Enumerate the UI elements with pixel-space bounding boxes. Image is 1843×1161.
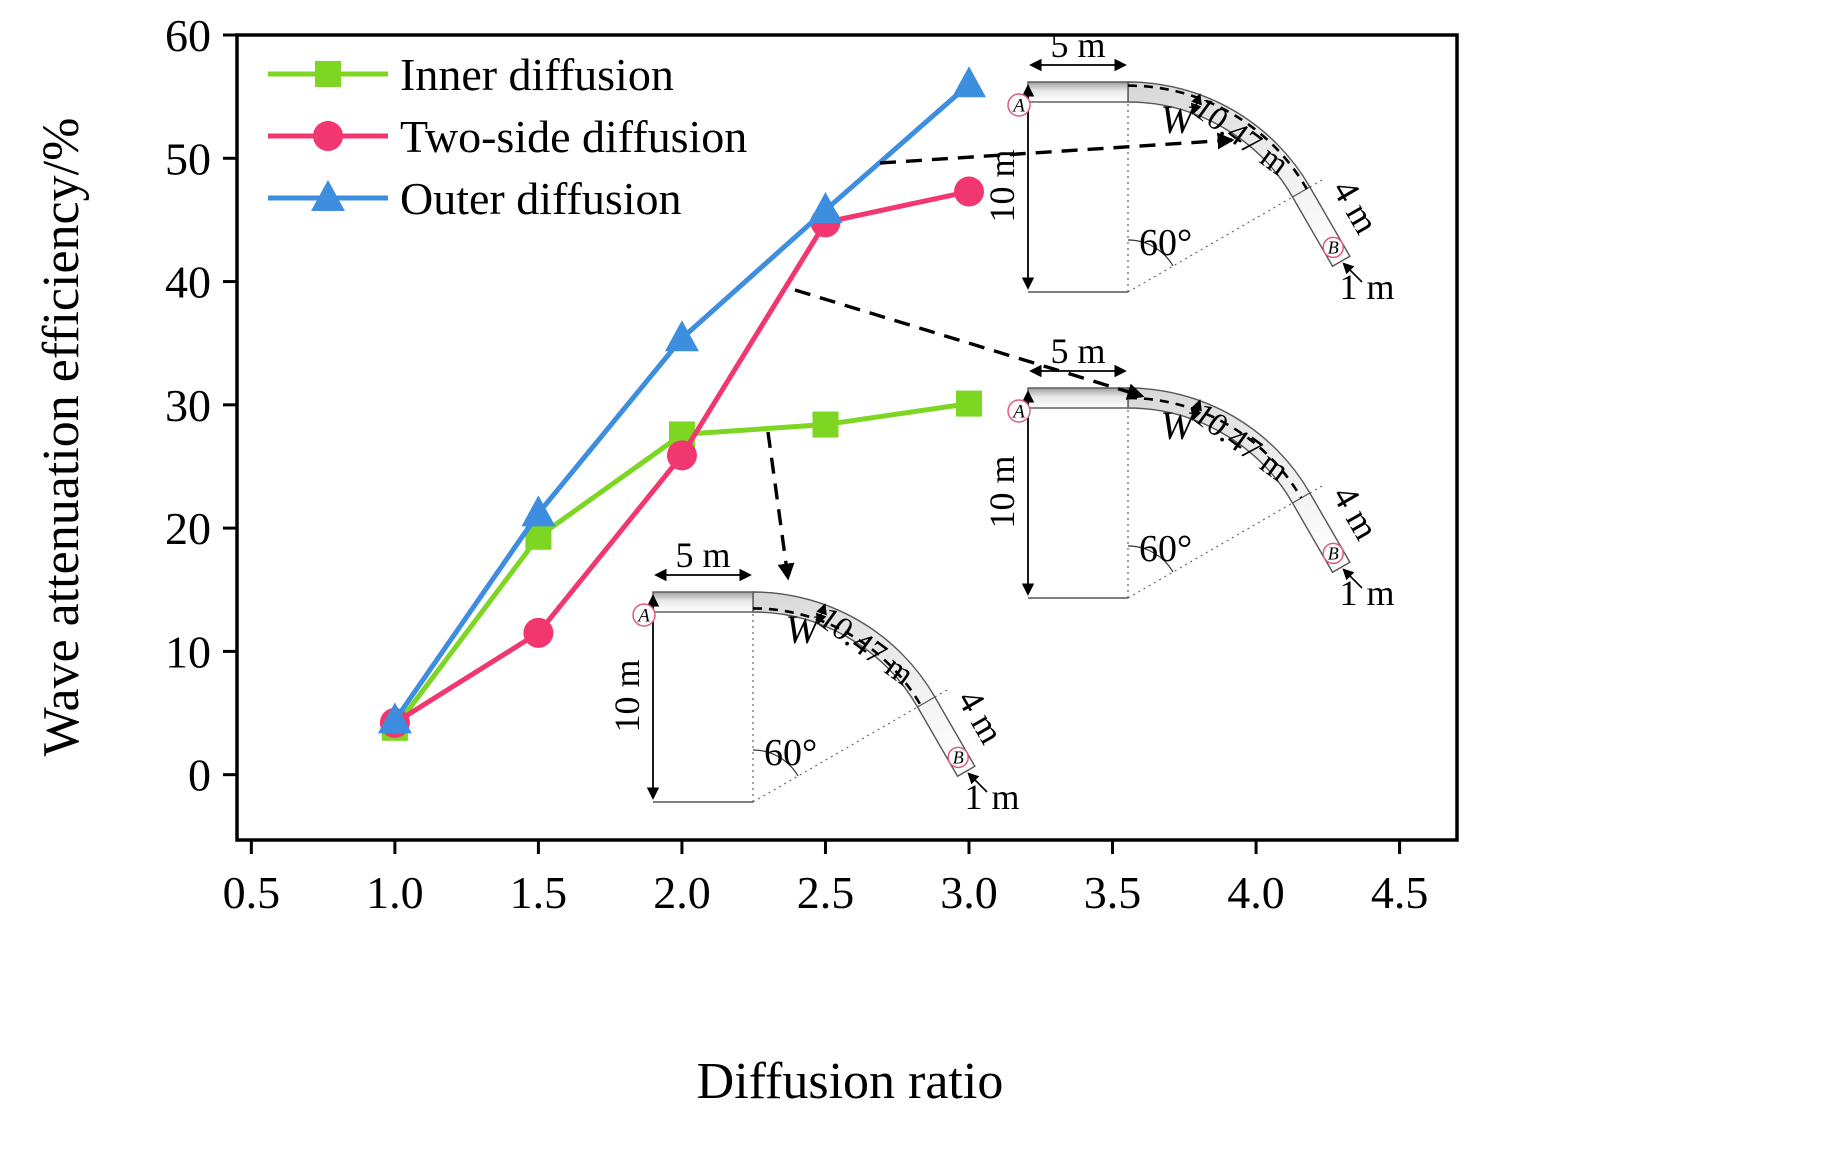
x-tick-label: 1.0: [366, 867, 424, 918]
triangle-marker: [521, 495, 556, 527]
breakwater-bar: [652, 591, 754, 613]
triangle-marker: [664, 320, 699, 352]
x-tick-label: 3.5: [1084, 867, 1142, 918]
legend-triangle-marker: [311, 180, 345, 211]
triangle-marker: [952, 66, 986, 98]
end-width-leader: [1342, 568, 1363, 589]
height-label: 10 m: [982, 149, 1022, 222]
point-a-circle: [1007, 93, 1031, 117]
breakwater-bar: [1027, 387, 1129, 409]
annotation-arrow-2: [794, 288, 1145, 400]
end-width-leader: [967, 772, 988, 793]
band-width-label: W: [1160, 403, 1197, 448]
y-tick-label: 40: [165, 257, 211, 308]
legend-label: Two-side diffusion: [400, 111, 747, 162]
y-tick-label: 20: [165, 503, 211, 554]
legend-circle-marker: [313, 121, 343, 151]
annotation-arrow-1: [879, 132, 1235, 165]
breakwater-bar: [1027, 81, 1129, 103]
radius-guide: [1127, 179, 1323, 293]
angle-label: 60°: [1139, 528, 1192, 570]
legend-square-marker: [315, 61, 341, 87]
height-label: 10 m: [607, 659, 647, 732]
top-width-label: 5 m: [1050, 25, 1105, 65]
x-tick-label: 2.0: [653, 867, 711, 918]
legend-item-two-side-diffusion: Two-side diffusion: [268, 111, 747, 162]
angle-arc: [1127, 545, 1174, 573]
end-width-label: 1 m: [1339, 267, 1394, 307]
x-tick-label: 4.0: [1227, 867, 1285, 918]
y-tick-label: 30: [165, 380, 211, 431]
angle-label: 60°: [1139, 222, 1192, 264]
point-a-label: A: [1011, 402, 1025, 423]
point-b-label: B: [1328, 544, 1339, 564]
diffusion-dashed-line: [752, 607, 922, 706]
circle-marker: [666, 440, 697, 471]
point-a-label: A: [1011, 96, 1025, 117]
legend-label: Outer diffusion: [400, 173, 682, 224]
point-b-label: B: [1328, 238, 1339, 258]
square-marker: [956, 390, 982, 417]
point-a-circle: [632, 603, 656, 627]
top-width-label: 5 m: [675, 535, 730, 575]
legend-item-outer-diffusion: Outer diffusion: [268, 173, 682, 224]
point-b-circle: [1322, 542, 1344, 565]
x-tick-label: 3.0: [940, 867, 998, 918]
height-label: 10 m: [982, 455, 1022, 528]
circle-marker: [523, 617, 554, 648]
y-tick-label: 60: [165, 10, 211, 61]
legend-label: Inner diffusion: [400, 49, 674, 100]
y-tick-label: 50: [165, 133, 211, 184]
radius-guide: [1127, 485, 1323, 599]
angle-arc: [752, 749, 799, 777]
band-width-arrow: [815, 603, 827, 626]
x-tick-label: 2.5: [797, 867, 855, 918]
point-a-circle: [1007, 399, 1031, 423]
point-b-label: B: [953, 748, 964, 768]
band-width-label: W: [1160, 97, 1197, 142]
end-width-leader: [1342, 262, 1363, 283]
band-width-arrow: [1190, 93, 1202, 116]
radius-guide: [752, 689, 948, 803]
square-marker: [812, 411, 839, 438]
triangle-marker: [377, 702, 412, 734]
point-a-label: A: [636, 606, 650, 627]
y-tick-label: 10: [165, 626, 211, 677]
x-axis-title: Diffusion ratio: [697, 1053, 1004, 1110]
band-width-label: W: [785, 607, 822, 652]
series-outer-diffusion: [377, 66, 986, 734]
point-b-circle: [947, 746, 969, 769]
legend-item-inner-diffusion: Inner diffusion: [268, 49, 674, 100]
end-width-label: 1 m: [1339, 573, 1394, 613]
diffusion-dashed-line: [1127, 396, 1303, 499]
point-b-circle: [1322, 236, 1344, 259]
top-width-label: 5 m: [1050, 331, 1105, 371]
angle-arc: [1127, 239, 1174, 267]
end-width-label: 1 m: [964, 777, 1019, 817]
angle-label: 60°: [764, 732, 817, 774]
plot-frame: [235, 33, 1459, 842]
band-width-arrow: [1190, 399, 1202, 422]
circle-marker: [954, 176, 984, 207]
x-tick-label: 1.5: [510, 867, 568, 918]
triangle-marker: [808, 192, 843, 224]
y-tick-label: 0: [188, 750, 211, 801]
x-tick-label: 0.5: [223, 867, 281, 918]
y-axis-title: Wave attenuation efficiency/%: [33, 118, 90, 757]
x-tick-label: 4.5: [1371, 867, 1429, 918]
